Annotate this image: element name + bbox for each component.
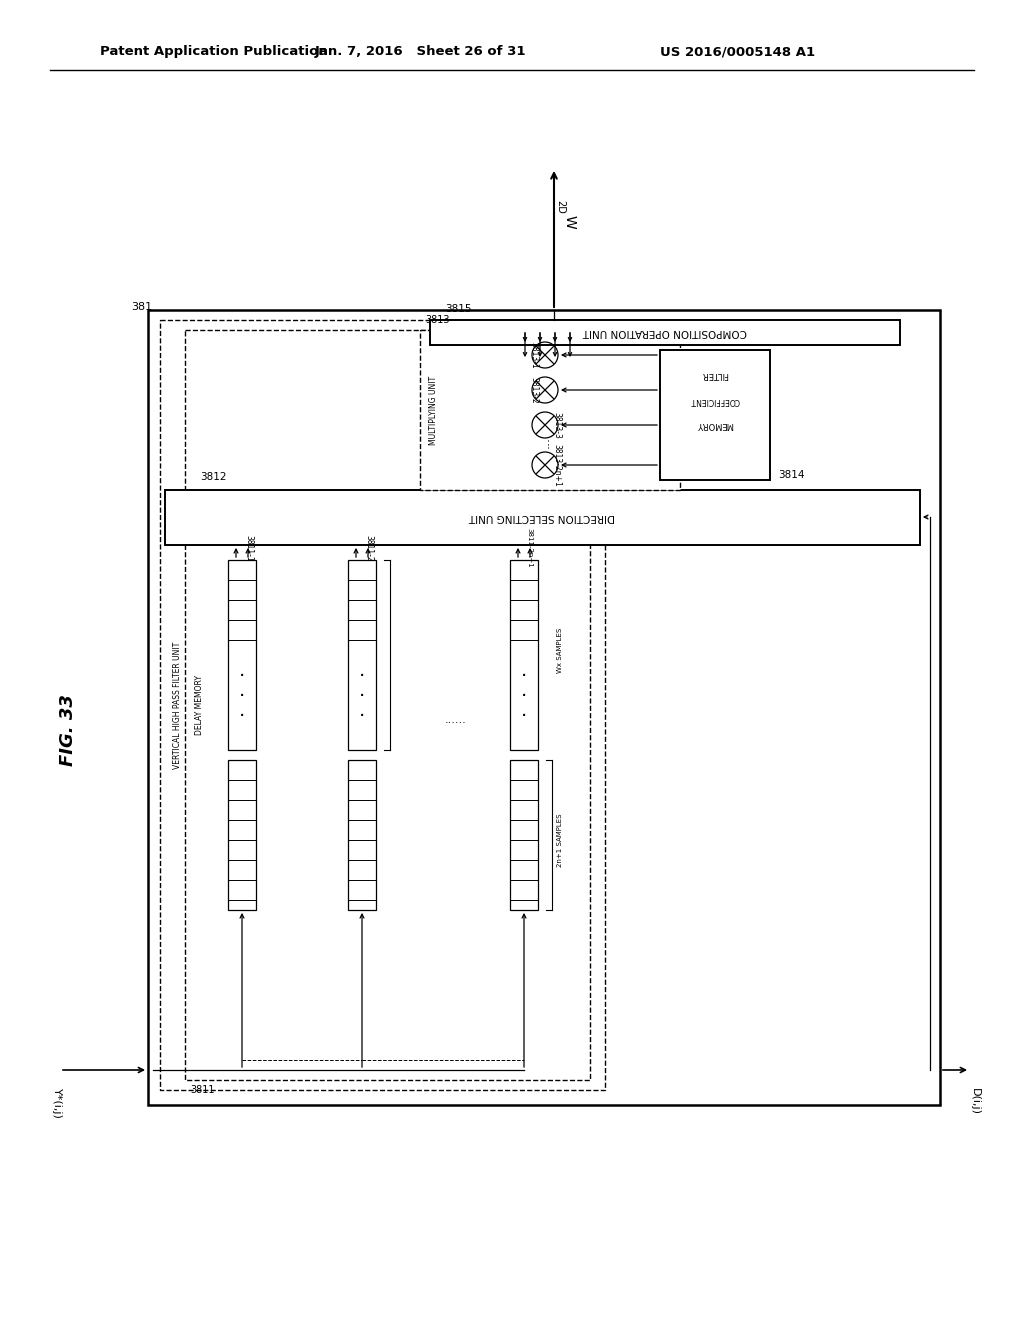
Text: 2D: 2D [555, 201, 565, 214]
Text: .: . [358, 701, 366, 719]
Text: 3815: 3815 [445, 304, 471, 314]
Text: ......: ...... [445, 715, 467, 725]
Bar [420, 330, 680, 490]
Text: COEFFICIENT: COEFFICIENT [690, 396, 739, 404]
Text: .: . [358, 681, 366, 700]
Text: 3811-2n+1: 3811-2n+1 [526, 528, 532, 568]
Bar [228, 560, 256, 750]
Text: 381: 381 [131, 302, 152, 312]
Bar [185, 330, 590, 1080]
Text: W: W [563, 215, 577, 228]
Text: 3813-2: 3813-2 [529, 376, 538, 404]
Text: Wx SAMPLES: Wx SAMPLES [557, 627, 563, 673]
Text: .: . [521, 701, 527, 719]
Text: MEMORY: MEMORY [696, 421, 733, 429]
Text: .: . [521, 681, 527, 700]
Text: ...: ... [539, 436, 552, 447]
Text: Y*(i,j): Y*(i,j) [52, 1088, 62, 1119]
Text: 3813-3: 3813-3 [552, 412, 561, 438]
Text: 3812: 3812 [200, 473, 226, 482]
Text: DELAY MEMORY: DELAY MEMORY [195, 675, 204, 735]
Text: FILTER: FILTER [701, 371, 728, 380]
Text: .: . [358, 660, 366, 680]
Text: 3811: 3811 [190, 1085, 214, 1096]
Bar [510, 760, 538, 909]
Bar [348, 760, 376, 909]
Bar [148, 310, 940, 1105]
Text: 3814: 3814 [778, 470, 805, 480]
Text: MULTIPLYING UNIT: MULTIPLYING UNIT [429, 375, 438, 445]
Bar [348, 560, 376, 750]
Text: 3813: 3813 [425, 315, 450, 325]
Text: 3811-2: 3811-2 [364, 535, 373, 561]
Text: 3813-2n+1: 3813-2n+1 [552, 444, 561, 486]
Text: 3813-1: 3813-1 [529, 342, 538, 368]
Text: Patent Application Publication: Patent Application Publication [100, 45, 328, 58]
Text: VERTICAL HIGH PASS FILTER UNIT: VERTICAL HIGH PASS FILTER UNIT [173, 642, 182, 768]
Text: .: . [521, 660, 527, 680]
Bar [228, 760, 256, 909]
Text: 2n+1 SAMPLES: 2n+1 SAMPLES [557, 813, 563, 867]
Bar [660, 350, 770, 480]
Bar [165, 490, 920, 545]
Text: DIRECTION SELECTING UNIT: DIRECTION SELECTING UNIT [469, 512, 615, 521]
Text: COMPOSITION OPERATION UNIT: COMPOSITION OPERATION UNIT [583, 327, 748, 337]
Text: 3811-1: 3811-1 [244, 535, 253, 561]
Text: .: . [239, 701, 245, 719]
Text: Jan. 7, 2016   Sheet 26 of 31: Jan. 7, 2016 Sheet 26 of 31 [314, 45, 525, 58]
Text: D(i,j): D(i,j) [970, 1088, 980, 1115]
Bar [510, 560, 538, 750]
Text: .: . [239, 681, 245, 700]
Text: .: . [239, 660, 245, 680]
Bar [160, 319, 605, 1090]
Text: FIG. 33: FIG. 33 [59, 694, 77, 766]
Text: US 2016/0005148 A1: US 2016/0005148 A1 [660, 45, 815, 58]
Bar [430, 319, 900, 345]
